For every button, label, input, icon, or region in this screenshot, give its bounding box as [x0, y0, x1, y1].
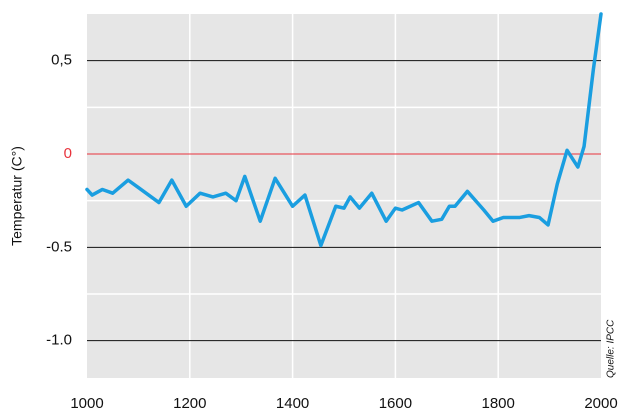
- x-tick-label: 1000: [70, 395, 103, 412]
- y-tick-label: -0.5: [46, 238, 72, 255]
- x-tick-label: 1400: [276, 395, 309, 412]
- source: Quelle: IPCC: [606, 319, 617, 378]
- x-tick-label: 1200: [173, 395, 206, 412]
- y-tick-label: 0: [64, 145, 72, 162]
- line: [85, 12, 603, 248]
- x-tick-label: 1800: [482, 395, 515, 412]
- x-tick-label: 1600: [379, 395, 412, 412]
- plot-background: [87, 14, 601, 378]
- y-tick-label: -1.0: [46, 332, 72, 349]
- y-axis-label: Temperatur (C°): [9, 146, 25, 246]
- x-tick-label: 2000: [584, 395, 617, 412]
- y-tick-label: 0,5: [51, 52, 72, 69]
